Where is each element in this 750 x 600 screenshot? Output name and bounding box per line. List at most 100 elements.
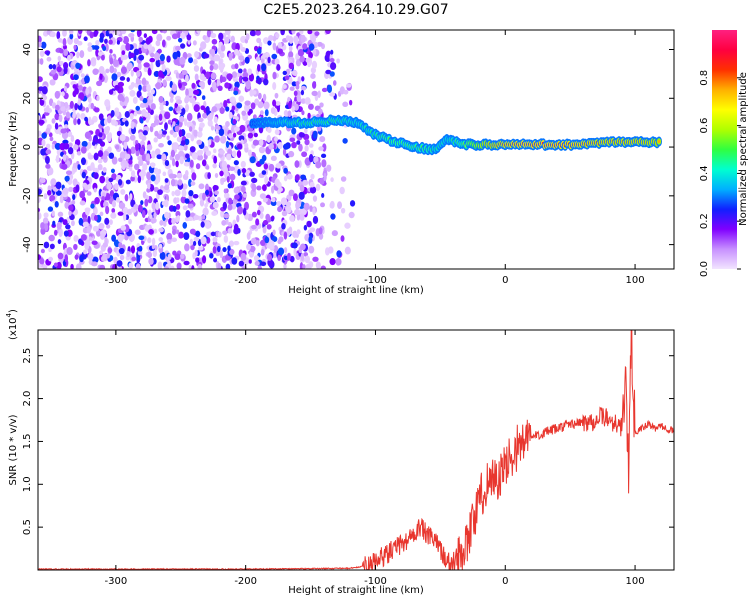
- noise-speck: [147, 43, 152, 52]
- noise-speck: [188, 56, 193, 64]
- noise-speck: [326, 164, 332, 172]
- noise-speck: [49, 79, 56, 86]
- noise-speck: [63, 66, 68, 75]
- noise-speck: [50, 178, 57, 187]
- noise-speck: [143, 62, 150, 68]
- noise-speck: [74, 139, 81, 146]
- noise-speck: [218, 63, 225, 71]
- spectrogram-x-label: Height of straight line (km): [288, 285, 424, 296]
- noise-speck: [236, 150, 242, 159]
- noise-speck: [189, 97, 196, 104]
- noise-speck: [40, 177, 45, 183]
- noise-speck: [299, 30, 304, 35]
- noise-speck: [221, 220, 227, 226]
- noise-speck: [268, 163, 275, 172]
- noise-speck: [102, 153, 108, 160]
- noise-speck: [142, 130, 148, 136]
- noise-speck: [108, 255, 114, 261]
- noise-speck: [167, 239, 172, 244]
- noise-speck: [153, 167, 159, 175]
- noise-speck: [233, 240, 240, 246]
- noise-speck: [227, 133, 234, 139]
- noise-speck: [156, 33, 163, 42]
- noise-speck: [124, 153, 131, 160]
- noise-speck: [270, 185, 275, 194]
- noise-speck: [295, 81, 300, 86]
- noise-speck: [142, 97, 148, 104]
- noise-speck: [138, 36, 144, 43]
- noise-speck: [78, 85, 83, 91]
- noise-speck: [80, 157, 86, 166]
- noise-speck: [212, 163, 217, 169]
- noise-speck: [40, 222, 45, 230]
- noise-speck: [319, 136, 326, 143]
- noise-speck: [301, 76, 305, 82]
- noise-speck: [151, 202, 156, 210]
- colorbar-tick-label: 0.2: [699, 213, 710, 229]
- noise-speck: [123, 160, 128, 168]
- noise-speck: [174, 125, 180, 133]
- noise-speck: [90, 57, 97, 64]
- noise-speck: [291, 127, 297, 135]
- noise-speck: [196, 149, 203, 156]
- noise-speck: [251, 183, 257, 192]
- noise-speck: [41, 132, 47, 139]
- noise-speck: [257, 101, 264, 109]
- noise-speck: [133, 111, 138, 117]
- snr-panel: -300 -200 -100 0 100 0.5 1.0 1.5 2.0 2.5 Height …: [5, 309, 675, 596]
- noise-speck: [272, 229, 276, 236]
- noise-speck: [200, 236, 207, 245]
- noise-speck: [225, 140, 230, 148]
- noise-speck: [164, 160, 170, 167]
- noise-speck: [139, 102, 146, 108]
- noise-speck: [197, 117, 204, 123]
- noise-speck: [122, 206, 129, 215]
- noise-speck: [137, 61, 142, 71]
- noise-speck: [253, 255, 260, 262]
- noise-speck: [64, 201, 70, 209]
- noise-speck: [150, 217, 157, 224]
- noise-speck: [150, 162, 155, 169]
- noise-speck: [129, 193, 133, 201]
- noise-speck: [109, 65, 115, 74]
- noise-speck: [176, 214, 180, 222]
- noise-speck: [283, 175, 288, 182]
- noise-speck: [237, 168, 241, 176]
- noise-speck: [260, 261, 267, 267]
- noise-speck: [63, 85, 68, 92]
- noise-speck: [228, 111, 233, 119]
- noise-speck: [330, 177, 334, 183]
- noise-speck: [260, 58, 265, 64]
- noise-speck: [210, 32, 217, 39]
- noise-speck: [121, 30, 127, 35]
- noise-speck: [111, 234, 116, 242]
- noise-speck: [163, 184, 170, 191]
- noise-speck: [87, 59, 91, 67]
- noise-speck: [162, 171, 167, 177]
- noise-speck: [236, 143, 243, 150]
- noise-speck: [159, 105, 164, 111]
- noise-speck: [118, 241, 123, 249]
- noise-speck: [213, 148, 217, 154]
- noise-speck: [130, 30, 136, 33]
- noise-speck: [141, 153, 146, 162]
- noise-speck: [65, 111, 70, 119]
- noise-speck: [194, 51, 200, 58]
- noise-speck: [51, 143, 55, 150]
- noise-speck: [89, 31, 94, 39]
- noise-speck: [50, 69, 57, 75]
- noise-speck: [82, 221, 89, 227]
- noise-speck: [236, 102, 243, 109]
- noise-speck: [148, 229, 154, 235]
- noise-speck: [268, 242, 275, 250]
- noise-speck: [117, 179, 123, 186]
- noise-speck: [308, 245, 315, 254]
- noise-speck: [287, 252, 291, 261]
- noise-speck: [38, 119, 45, 125]
- noise-speck: [129, 166, 133, 172]
- noise-speck: [201, 159, 207, 167]
- noise-speck: [123, 141, 128, 150]
- noise-speck: [248, 108, 253, 114]
- noise-speck: [185, 210, 191, 218]
- noise-speck: [165, 75, 172, 82]
